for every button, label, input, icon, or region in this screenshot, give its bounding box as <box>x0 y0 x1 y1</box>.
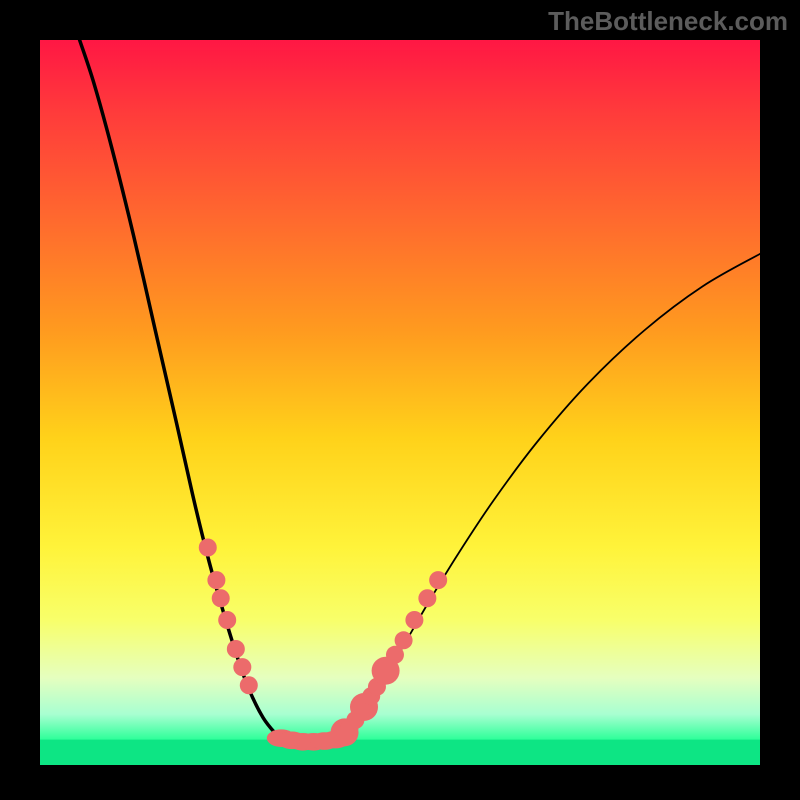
watermark-text: TheBottleneck.com <box>548 6 788 37</box>
chart-markers <box>40 40 760 765</box>
chart-plot-area <box>40 40 760 765</box>
